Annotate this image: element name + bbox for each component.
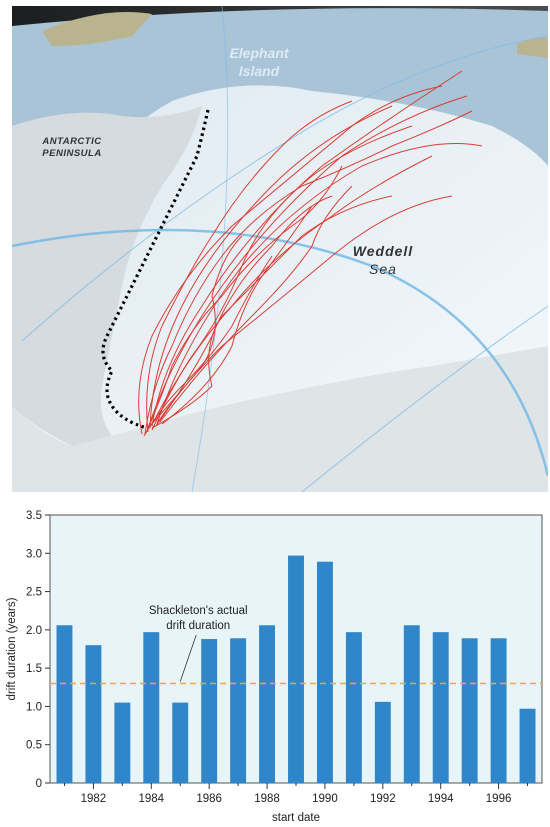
bars (56, 555, 536, 783)
bar-1984 (143, 632, 160, 783)
antarctic-peninsula-label-line1: ANTARCTIC (41, 136, 101, 147)
antarctic-peninsula-land (12, 106, 202, 446)
shackleton-drift-track (101, 109, 210, 430)
y-tick-label: 1.0 (26, 701, 42, 713)
y-tick-label: 2.5 (26, 587, 42, 599)
south-america-land (42, 12, 152, 46)
x-tick-label: 1984 (138, 793, 164, 805)
bar-1989 (288, 555, 304, 783)
map-labels: Elephant Island ANTARCTIC PENINSULA Wedd… (41, 45, 414, 277)
bar-1982 (85, 645, 102, 783)
bar-1988 (259, 625, 276, 783)
graticule-line-4 (191, 6, 229, 492)
bar-1985 (172, 702, 189, 783)
x-tick-label: 1992 (370, 793, 396, 805)
graticule-line-3 (301, 305, 548, 492)
reference-label-line1: Shackleton's actual (149, 605, 248, 617)
y-tick-label: 0.5 (26, 740, 42, 752)
island-land (517, 37, 548, 58)
drift-tracks (138, 70, 483, 437)
bar-1992 (374, 701, 391, 783)
x-tick-label: 1988 (254, 793, 280, 805)
y-tick-label: 3.0 (26, 548, 42, 560)
y-axis-label: drift duration (years) (6, 597, 18, 700)
x-tick-label: 1982 (81, 793, 107, 805)
drift-duration-chart: 00.51.01.52.02.53.03.5 1982 1984 1986 1988 1… (6, 510, 543, 824)
graticule-line-1 (12, 228, 548, 477)
bar-1981 (56, 625, 73, 783)
bar-1983 (114, 702, 131, 783)
x-axis-label: start date (272, 812, 320, 824)
bar-1995 (461, 638, 478, 783)
bar-1993 (403, 625, 420, 783)
weddell-sea-map: Elephant Island ANTARCTIC PENINSULA Wedd… (12, 6, 548, 492)
x-tick-label: 1994 (428, 793, 454, 805)
weddell-sea-label-line1: Weddell (353, 243, 414, 259)
bar-1986 (201, 639, 218, 783)
elephant-island-label-line1: Elephant (229, 45, 289, 61)
y-tick-label: 3.5 (26, 510, 42, 522)
antarctic-peninsula-label-line2: PENINSULA (42, 148, 101, 159)
bar-1990 (316, 561, 333, 783)
y-axis: 0 0.5 1.0 1.5 2.0 2.5 3.0 3.5 (26, 510, 50, 790)
x-tick-label: 1996 (486, 793, 512, 805)
y-tick-label: 0 (36, 778, 42, 790)
y-tick-label: 1.5 (26, 663, 42, 675)
bar-1991 (345, 632, 362, 783)
y-tick-label: 2.0 (26, 625, 42, 637)
reference-label-line2: drift duration (166, 620, 230, 632)
elephant-island-label-line2: Island (239, 63, 280, 79)
bar-1994 (432, 632, 449, 783)
x-axis: 1982 1984 1986 1988 1990 1992 1994 1996 (63, 783, 529, 805)
bar-1996 (490, 638, 507, 783)
x-tick-label: 1990 (312, 793, 338, 805)
reference-pointer (179, 634, 197, 682)
graticule-line-2 (21, 35, 548, 342)
weddell-sea-label-line2: Sea (369, 261, 397, 277)
x-tick-label: 1986 (196, 793, 222, 805)
bar-1997 (519, 708, 536, 783)
bar-1987 (230, 638, 247, 783)
continent-ice-shelf (12, 346, 548, 492)
